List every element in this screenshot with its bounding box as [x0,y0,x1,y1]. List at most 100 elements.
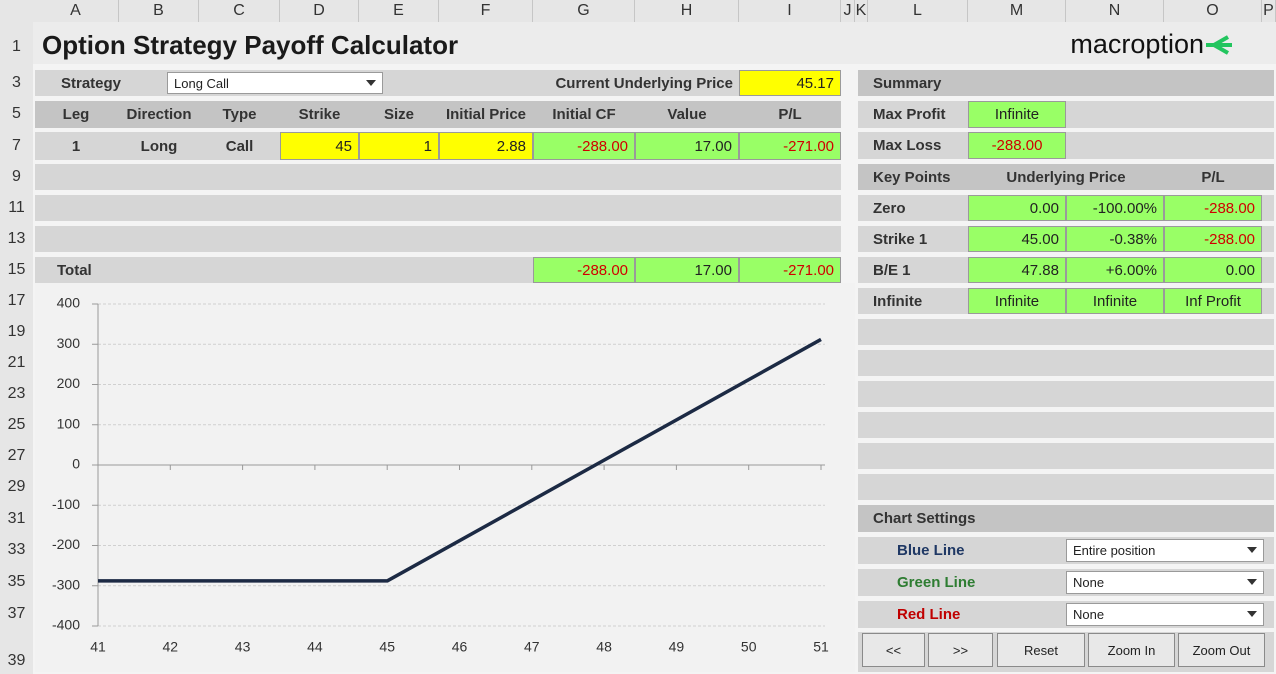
y-tick-label: 100 [57,415,81,431]
row-band [35,195,841,221]
row-band [858,443,1274,469]
button[interactable]: << [862,633,925,667]
label: Red Line [897,606,961,623]
row-header-bar [0,22,33,674]
column-letter: I [739,0,841,22]
column-letter: J [841,0,855,22]
row-band [858,350,1274,376]
line-dropdown[interactable]: None [1066,603,1264,626]
total-cell: 17.00 [635,257,739,283]
label: Strike 1 [873,230,928,248]
button[interactable]: Zoom In [1088,633,1175,667]
x-tick-label: 45 [379,639,395,655]
button[interactable]: Zoom Out [1178,633,1265,667]
label: Max Loss [873,137,942,154]
leg-cell: 45 [280,132,359,160]
row-band [858,101,1274,128]
value-cell: -0.38% [1066,226,1164,252]
value-cell: Infinite [968,288,1066,314]
x-tick-label: 49 [669,639,685,655]
leg-cell: -271.00 [739,132,841,160]
row-band [858,164,1274,190]
column-header: Leg [62,106,90,123]
column-letter: D [280,0,359,22]
title-row [33,22,1276,64]
leg-cell: 17.00 [635,132,739,160]
line-dropdown[interactable]: None [1066,571,1264,594]
x-tick-label: 46 [452,639,468,655]
value-cell: -288.00 [1164,195,1262,221]
value-cell: 0.00 [968,195,1066,221]
row-number: 19 [7,323,26,340]
row-number: 29 [7,478,26,495]
row-band [858,319,1274,345]
logo-mark [1206,35,1232,55]
row-band [858,70,1274,96]
x-tick-label: 44 [307,639,323,655]
button[interactable]: >> [928,633,993,667]
column-letter: M [968,0,1066,22]
row-number: 15 [7,261,26,278]
y-tick-label: -100 [52,496,80,512]
value-cell: Inf Profit [1164,288,1262,314]
row-number: 11 [8,199,25,216]
row-band [858,474,1274,500]
column-letter: L [868,0,968,22]
label: Green Line [897,574,976,591]
label: Strategy [61,74,122,92]
logo: macroption [1070,28,1204,59]
dropdown-arrow [366,80,376,86]
row-band [858,132,1274,159]
y-tick-label: 300 [57,335,81,351]
label: Max Profit [873,106,946,123]
y-tick-label: -300 [52,576,80,592]
x-tick-label: 42 [163,639,179,655]
column-header: P/L [778,106,802,123]
payoff-line [98,337,822,583]
x-tick-label: 43 [235,639,251,655]
row-number: 25 [7,416,26,433]
x-tick-label: 50 [741,639,757,655]
column-header: Initial Price [445,106,527,123]
row-number: 3 [12,74,21,91]
strategy-dropdown[interactable]: Long Call [167,72,383,94]
row-number: 5 [12,105,21,122]
value-cell: 47.88 [968,257,1066,283]
label: Infinite [873,292,923,310]
y-tick-label: 400 [57,295,81,311]
label: Blue Line [897,542,965,559]
section-title: Summary [873,74,942,92]
total-cell: -288.00 [533,257,635,283]
row-number: 13 [7,230,26,247]
column-header-bar [0,0,1276,22]
y-tick-label: 200 [57,375,81,391]
column-header: Type [222,106,257,123]
value-cell: Infinite [1066,288,1164,314]
value-cell: +6.00% [1066,257,1164,283]
column-letter: K [855,0,868,22]
leg-cell: Long [140,137,178,155]
column-letter: E [359,0,439,22]
row-number: 31 [7,510,26,527]
column-letter: O [1164,0,1262,22]
dropdown-arrow [1247,611,1257,617]
column-letter: F [439,0,533,22]
row-number: 7 [12,137,21,154]
row-number: 39 [7,652,26,669]
column-letter: A [33,0,119,22]
row-band [858,412,1274,438]
leg-cell: 1 [359,132,439,160]
column-header: Value [667,106,707,123]
row-number: 1 [12,38,21,55]
column-header: Strike [298,106,341,123]
row-band [35,101,841,128]
column-header: Size [383,106,414,123]
y-tick-label: -400 [52,617,80,633]
column-letter: B [119,0,199,22]
button[interactable]: Reset [997,633,1085,667]
line-dropdown[interactable]: Entire position [1066,539,1264,562]
leg-cell: 2.88 [439,132,533,160]
title: Option Strategy Payoff Calculator [42,29,459,60]
column-letter: G [533,0,635,22]
column-letter: H [635,0,739,22]
